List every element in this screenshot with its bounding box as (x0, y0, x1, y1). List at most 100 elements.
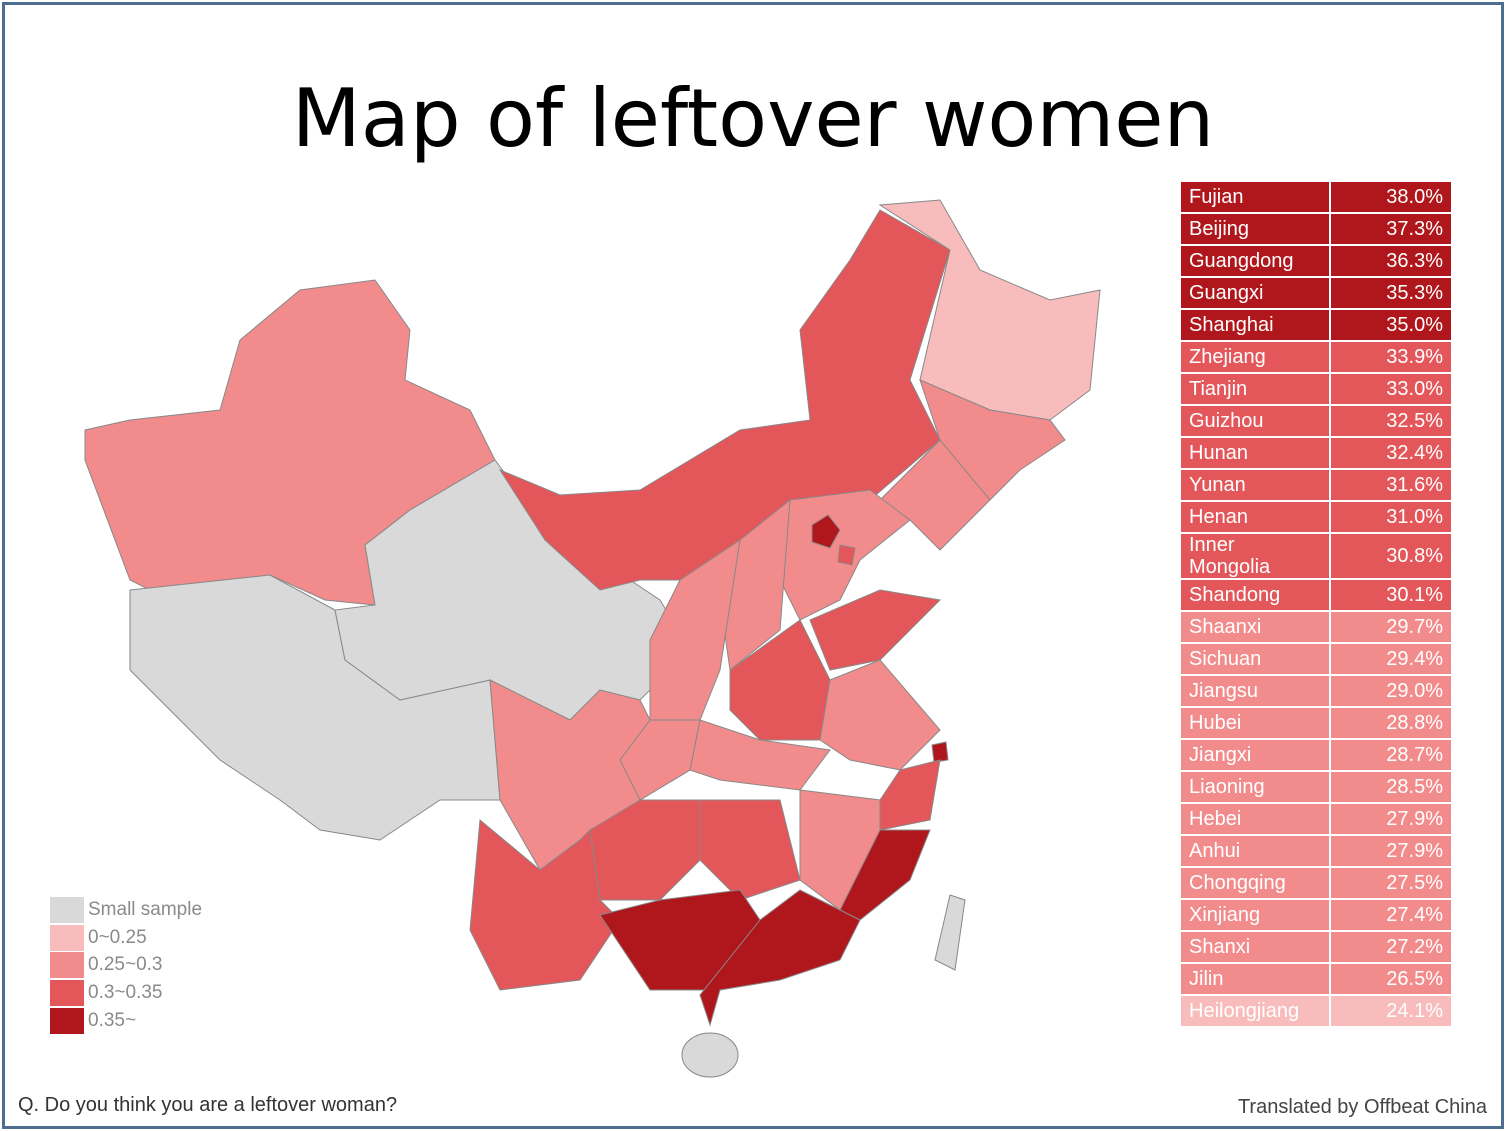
table-row: Jilin 26.5% (1179, 962, 1453, 996)
table-row: Shanxi 27.2% (1179, 930, 1453, 964)
table-row: Shanghai 35.0% (1179, 308, 1453, 342)
province-name: Liaoning (1179, 770, 1331, 804)
province-name: Shanghai (1179, 308, 1331, 342)
province-name: Jiangsu (1179, 674, 1331, 708)
shandong (809, 589, 942, 671)
province-value: 28.5% (1329, 770, 1453, 804)
legend-item: 0.3~0.35 (50, 979, 202, 1007)
legend: Small sample 0~0.25 0.25~0.3 0.3~0.35 0.35~ (50, 896, 202, 1034)
province-name: Guangxi (1179, 276, 1331, 310)
table-row: Yunan 31.6% (1179, 468, 1453, 502)
province-value: 35.3% (1329, 276, 1453, 310)
legend-item: 0.25~0.3 (50, 951, 202, 979)
table-row: Shandong 30.1% (1179, 578, 1453, 612)
legend-label: 0.35~ (88, 1009, 137, 1031)
province-name: Henan (1179, 500, 1331, 534)
table-row: Zhejiang 33.9% (1179, 340, 1453, 374)
province-name: Shaanxi (1179, 610, 1331, 644)
province-value: 30.8% (1329, 532, 1453, 580)
table-row: Heilongjiang 24.1% (1179, 994, 1453, 1028)
legend-item: 0.35~ (50, 1007, 202, 1035)
legend-item: Small sample (50, 896, 202, 924)
province-name: Inner Mongolia (1179, 532, 1331, 580)
province-name: Jiangxi (1179, 738, 1331, 772)
legend-swatch (50, 1007, 84, 1034)
jiangsu-anhui (819, 659, 941, 771)
province-value: 27.2% (1329, 930, 1453, 964)
table-row: Anhui 27.9% (1179, 834, 1453, 868)
province-value: 27.9% (1329, 802, 1453, 836)
table-row: Xinjiang 27.4% (1179, 898, 1453, 932)
province-value: 26.5% (1329, 962, 1453, 996)
province-name: Jilin (1179, 962, 1331, 996)
province-value: 35.0% (1329, 308, 1453, 342)
heilongjiang (878, 199, 1101, 421)
province-value: 31.6% (1329, 468, 1453, 502)
table-row: Beijing 37.3% (1179, 212, 1453, 246)
legend-label: 0~0.25 (88, 926, 147, 948)
province-name: Heilongjiang (1179, 994, 1331, 1028)
table-row: Tianjin 33.0% (1179, 372, 1453, 406)
legend-item: 0~0.25 (50, 924, 202, 952)
table-row: Guangdong 36.3% (1179, 244, 1453, 278)
table-row: Henan 31.0% (1179, 500, 1453, 534)
chongqing (619, 719, 701, 801)
province-value: 29.4% (1329, 642, 1453, 676)
hunan (699, 799, 801, 901)
table-row: Chongqing 27.5% (1179, 866, 1453, 900)
guangdong (699, 889, 861, 1027)
table-row: Liaoning 28.5% (1179, 770, 1453, 804)
province-name: Hubei (1179, 706, 1331, 740)
legend-label: 0.25~0.3 (88, 954, 163, 976)
province-name: Fujian (1179, 180, 1331, 214)
legend-label: Small sample (88, 898, 203, 920)
zhejiang (879, 759, 941, 831)
legend-swatch (50, 896, 84, 923)
tianjin (837, 544, 856, 566)
shanghai (931, 741, 949, 763)
legend-swatch (50, 979, 84, 1006)
province-value: 30.1% (1329, 578, 1453, 612)
province-value: 29.7% (1329, 610, 1453, 644)
table-row: Guangxi 35.3% (1179, 276, 1453, 310)
table-row: Fujian 38.0% (1179, 180, 1453, 214)
table-row: Jiangsu 29.0% (1179, 674, 1453, 708)
province-value: 33.9% (1329, 340, 1453, 374)
province-value: 36.3% (1329, 244, 1453, 278)
province-name: Beijing (1179, 212, 1331, 246)
province-name: Chongqing (1179, 866, 1331, 900)
province-name: Zhejiang (1179, 340, 1331, 374)
province-name: Anhui (1179, 834, 1331, 868)
credit: Translated by Offbeat China (1237, 1096, 1487, 1118)
province-name: Tianjin (1179, 372, 1331, 406)
province-name: Hebei (1179, 802, 1331, 836)
table-row: Inner Mongolia 30.8% (1179, 532, 1453, 580)
province-value: 32.5% (1329, 404, 1453, 438)
title: Map of leftover women (291, 72, 1215, 165)
province-value: 28.8% (1329, 706, 1453, 740)
map (84, 199, 1101, 1078)
province-value: 27.5% (1329, 866, 1453, 900)
province-name: Yunan (1179, 468, 1331, 502)
table-row: Hunan 32.4% (1179, 436, 1453, 470)
province-value: 33.0% (1329, 372, 1453, 406)
province-name: Guizhou (1179, 404, 1331, 438)
footnote: Q. Do you think you are a leftover woman… (18, 1094, 398, 1116)
yunnan (469, 819, 621, 991)
table-row: Hebei 27.9% (1179, 802, 1453, 836)
fujian (839, 829, 931, 921)
province-value: 38.0% (1329, 180, 1453, 214)
province-name: Hunan (1179, 436, 1331, 470)
province-value: 29.0% (1329, 674, 1453, 708)
province-value: 28.7% (1329, 738, 1453, 772)
province-value: 27.4% (1329, 898, 1453, 932)
province-name: Shandong (1179, 578, 1331, 612)
province-name: Guangdong (1179, 244, 1331, 278)
table-row: Hubei 28.8% (1179, 706, 1453, 740)
hainan (681, 1032, 739, 1078)
province-value: 24.1% (1329, 994, 1453, 1028)
ranking-table: Fujian 38.0% Beijing 37.3% Guangdong 36.3% Gua… (1179, 180, 1453, 1028)
legend-label: 0.3~0.35 (88, 981, 163, 1003)
